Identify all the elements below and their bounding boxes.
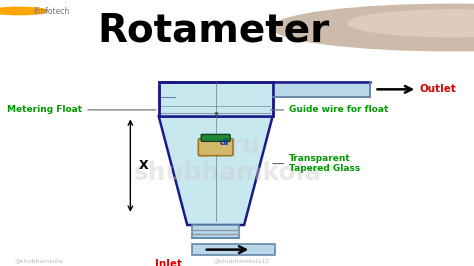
Bar — [192, 225, 239, 238]
Bar — [159, 82, 273, 117]
Circle shape — [0, 7, 47, 15]
Text: Rotameter: Rotameter — [97, 12, 329, 49]
Text: @shubhamkola10: @shubhamkola10 — [213, 258, 269, 263]
Text: di: di — [219, 138, 229, 147]
Text: X: X — [139, 159, 148, 172]
Text: Transparent
Tapered Glass: Transparent Tapered Glass — [273, 154, 360, 173]
Text: Guide wire for float: Guide wire for float — [271, 105, 389, 114]
Text: ifinfotech: ifinfotech — [33, 6, 69, 15]
Text: guru
shubhamkola: guru shubhamkola — [133, 134, 322, 185]
Circle shape — [348, 10, 474, 37]
Bar — [192, 244, 275, 255]
Circle shape — [273, 4, 474, 51]
Bar — [273, 82, 370, 97]
FancyBboxPatch shape — [201, 134, 230, 141]
FancyBboxPatch shape — [198, 139, 233, 156]
Polygon shape — [159, 117, 273, 225]
Text: Inlet: Inlet — [155, 259, 182, 266]
Text: Metering Float: Metering Float — [7, 105, 156, 114]
Text: @shubhamkola: @shubhamkola — [14, 258, 63, 263]
Text: Outlet: Outlet — [419, 84, 456, 94]
